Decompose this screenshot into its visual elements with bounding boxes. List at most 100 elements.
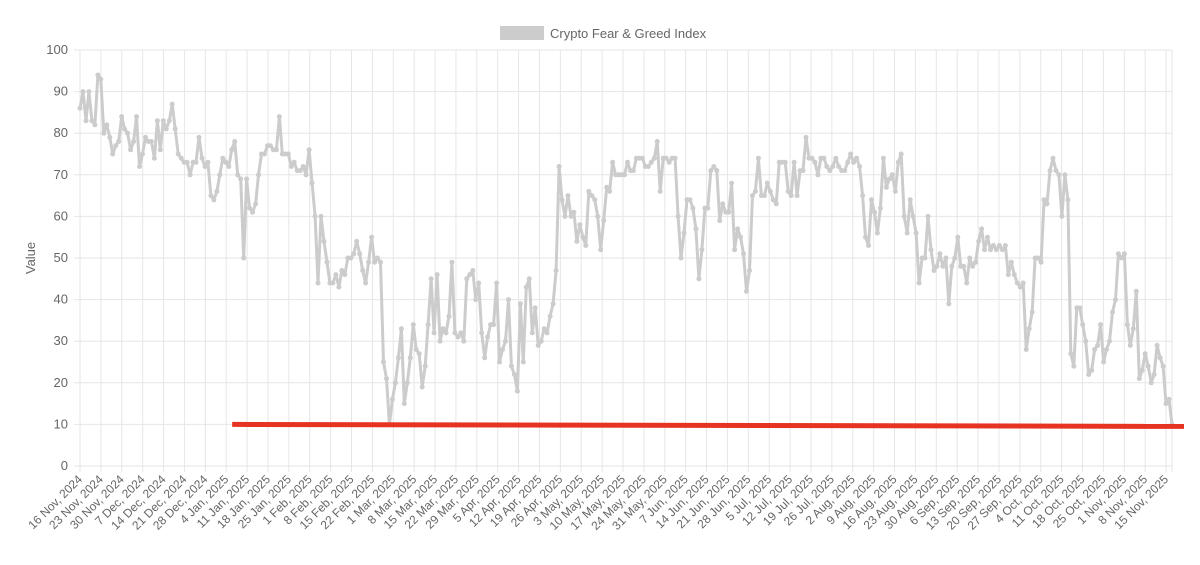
data-point[interactable] <box>467 272 473 278</box>
data-point[interactable] <box>113 143 119 149</box>
data-point[interactable] <box>482 355 488 361</box>
data-point[interactable] <box>250 209 256 215</box>
data-point[interactable] <box>178 155 184 161</box>
data-point[interactable] <box>285 151 291 157</box>
data-point[interactable] <box>824 164 830 169</box>
data-point[interactable] <box>993 247 999 253</box>
data-point[interactable] <box>964 280 970 286</box>
data-point[interactable] <box>577 222 583 228</box>
data-point[interactable] <box>508 363 514 369</box>
data-point[interactable] <box>208 193 214 199</box>
data-point[interactable] <box>648 159 654 165</box>
data-point[interactable] <box>892 188 898 194</box>
data-point[interactable] <box>803 134 809 140</box>
data-point[interactable] <box>738 234 744 240</box>
data-point[interactable] <box>979 226 985 232</box>
data-point[interactable] <box>309 180 315 186</box>
data-point[interactable] <box>241 255 247 261</box>
data-point[interactable] <box>693 226 699 232</box>
data-point[interactable] <box>366 259 372 265</box>
data-point[interactable] <box>961 263 967 269</box>
data-point[interactable] <box>541 326 547 332</box>
data-point[interactable] <box>137 164 142 169</box>
data-point[interactable] <box>101 130 107 136</box>
data-point[interactable] <box>497 359 502 365</box>
data-point[interactable] <box>134 114 139 120</box>
data-point[interactable] <box>889 172 895 178</box>
data-point[interactable] <box>455 334 461 340</box>
data-point[interactable] <box>1059 213 1065 219</box>
data-point[interactable] <box>288 164 294 169</box>
data-point[interactable] <box>452 330 458 336</box>
data-point[interactable] <box>1062 172 1068 178</box>
data-point[interactable] <box>1008 259 1014 265</box>
data-point[interactable] <box>916 280 922 286</box>
data-point[interactable] <box>1124 322 1130 328</box>
data-point[interactable] <box>592 197 598 203</box>
data-point[interactable] <box>1095 342 1101 348</box>
data-point[interactable] <box>122 126 128 132</box>
data-point[interactable] <box>1065 197 1071 203</box>
data-point[interactable] <box>193 159 199 165</box>
data-point[interactable] <box>253 201 259 207</box>
data-point[interactable] <box>157 147 163 153</box>
data-point[interactable] <box>148 139 154 144</box>
data-point[interactable] <box>937 251 943 257</box>
data-point[interactable] <box>223 159 229 165</box>
data-point[interactable] <box>589 193 595 199</box>
data-point[interactable] <box>1104 347 1109 352</box>
data-point[interactable] <box>372 259 378 265</box>
data-point[interactable] <box>976 238 982 244</box>
data-point[interactable] <box>898 151 904 157</box>
data-point[interactable] <box>300 164 306 169</box>
data-point[interactable] <box>880 155 886 161</box>
data-point[interactable] <box>925 213 931 219</box>
data-point[interactable] <box>491 322 497 328</box>
data-point[interactable] <box>845 159 851 165</box>
data-point[interactable] <box>764 180 770 186</box>
data-point[interactable] <box>1005 272 1011 278</box>
data-point[interactable] <box>333 272 339 278</box>
data-point[interactable] <box>514 388 520 394</box>
data-point[interactable] <box>98 76 104 82</box>
data-point[interactable] <box>425 322 431 328</box>
data-point[interactable] <box>791 159 797 165</box>
data-point[interactable] <box>559 197 565 203</box>
data-point[interactable] <box>128 147 134 153</box>
data-point[interactable] <box>434 272 440 278</box>
data-point[interactable] <box>752 188 758 194</box>
data-point[interactable] <box>1098 322 1104 328</box>
data-point[interactable] <box>476 280 482 286</box>
data-point[interactable] <box>1107 338 1112 344</box>
data-point[interactable] <box>140 151 145 157</box>
data-point[interactable] <box>315 280 321 286</box>
data-point[interactable] <box>800 168 806 174</box>
data-point[interactable] <box>922 255 928 261</box>
data-point[interactable] <box>151 155 157 161</box>
data-point[interactable] <box>996 243 1002 248</box>
data-point[interactable] <box>437 338 443 344</box>
data-point[interactable] <box>131 139 137 144</box>
data-point[interactable] <box>1136 376 1142 382</box>
data-point[interactable] <box>1071 363 1077 369</box>
data-point[interactable] <box>369 234 375 240</box>
data-point[interactable] <box>1145 363 1151 369</box>
data-point[interactable] <box>1047 168 1053 174</box>
data-point[interactable] <box>1035 255 1041 261</box>
data-point[interactable] <box>1029 309 1035 315</box>
data-point[interactable] <box>595 213 601 219</box>
data-point[interactable] <box>886 176 892 182</box>
data-point[interactable] <box>931 268 937 273</box>
data-point[interactable] <box>470 268 476 273</box>
data-point[interactable] <box>568 213 574 219</box>
data-point[interactable] <box>1068 351 1074 357</box>
data-point[interactable] <box>967 255 973 261</box>
data-point[interactable] <box>458 330 464 336</box>
data-point[interactable] <box>556 164 562 169</box>
data-point[interactable] <box>354 238 360 244</box>
data-point[interactable] <box>1166 396 1172 402</box>
data-point[interactable] <box>729 180 735 186</box>
data-point[interactable] <box>842 168 848 174</box>
data-point[interactable] <box>232 139 238 144</box>
data-point[interactable] <box>761 193 767 199</box>
